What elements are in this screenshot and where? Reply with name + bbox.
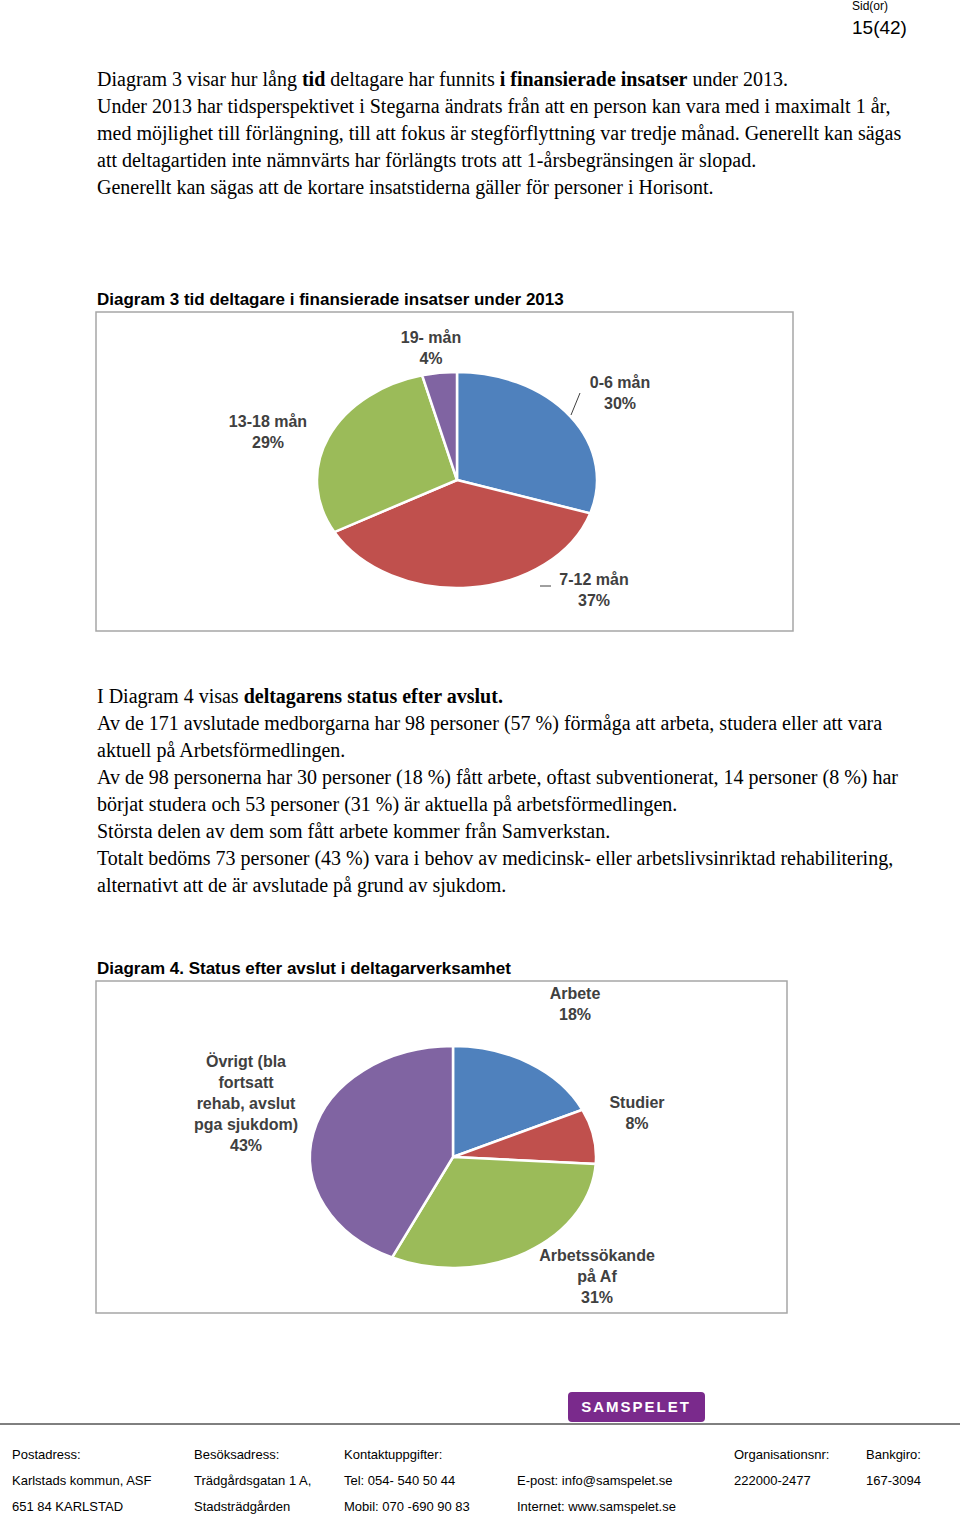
value-label: 37% xyxy=(578,592,610,609)
value-label: 18% xyxy=(559,1006,591,1023)
pie xyxy=(310,1046,596,1268)
text-run: I Diagram 4 visas xyxy=(97,685,244,707)
footer-text: 222000-2477 xyxy=(734,1473,811,1488)
paragraph: Av de 171 avslutade medborgarna har 98 p… xyxy=(97,710,912,764)
chart-title: Diagram 4. Status efter avslut i deltaga… xyxy=(97,959,511,979)
paragraph: Diagram 3 visar hur lång tid deltagare h… xyxy=(97,66,912,93)
pie-slice xyxy=(422,372,457,480)
text-run: Av de 98 personerna har 30 personer (18 … xyxy=(97,766,898,815)
category-label: 7-12 mån xyxy=(559,571,628,588)
footer-label: Kontaktuppgifter: xyxy=(344,1447,442,1462)
footer-text: E-post: info@samspelet.se xyxy=(517,1473,673,1488)
bold-run: deltagarens status efter avslut. xyxy=(244,685,503,707)
footer-text: Internet: www.samspelet.se xyxy=(517,1499,676,1514)
value-label: 31% xyxy=(581,1289,613,1306)
footer-label: Organisationsnr: xyxy=(734,1447,829,1462)
value-label: 30% xyxy=(604,395,636,412)
leader-line xyxy=(571,393,580,415)
leader-line xyxy=(540,586,551,587)
value-label: 43% xyxy=(230,1137,262,1154)
category-label: 19- mån xyxy=(401,329,461,346)
footer-label: Bankgiro: xyxy=(866,1447,921,1462)
text-block: Diagram 3 visar hur lång tid deltagare h… xyxy=(97,66,912,201)
pie xyxy=(317,372,597,588)
paragraph: Generellt kan sägas att de kortare insat… xyxy=(97,174,912,201)
footer-text: 651 84 KARLSTAD xyxy=(12,1499,123,1514)
paragraph: Under 2013 har tidsperspektivet i Stegar… xyxy=(97,93,912,174)
paragraph: Av de 98 personerna har 30 personer (18 … xyxy=(97,764,912,818)
pie-slice xyxy=(310,1046,453,1257)
logo-badge xyxy=(568,1392,705,1422)
paragraph: Största delen av dem som fått arbete kom… xyxy=(97,818,912,845)
footer-text: Karlstads kommun, ASF xyxy=(12,1473,151,1488)
footer-text: Stadsträdgården xyxy=(194,1499,290,1514)
charts-layer: 0-6 mån 30% 7-12 mån 37% 13-18 mån 29% 19- mån… xyxy=(0,0,960,1517)
category-label: pga sjukdom) xyxy=(194,1116,298,1133)
category-label: 0-6 mån xyxy=(590,374,650,391)
text-run: Största delen av dem som fått arbete kom… xyxy=(97,820,610,842)
text-run: Generellt kan sägas att de kortare insat… xyxy=(97,176,713,198)
text-run: Av de 171 avslutade medborgarna har 98 p… xyxy=(97,712,882,761)
value-label: 4% xyxy=(419,350,442,367)
text-block: I Diagram 4 visas deltagarens status eft… xyxy=(97,683,912,899)
footer-rule xyxy=(0,1424,960,1425)
text-run: Totalt bedöms 73 personer (43 %) vara i … xyxy=(97,847,893,896)
category-label: Arbete xyxy=(550,985,601,1002)
category-label: fortsatt xyxy=(218,1074,274,1091)
bold-run: tid xyxy=(302,68,325,90)
paragraph: I Diagram 4 visas deltagarens status eft… xyxy=(97,683,912,710)
page-number: 15(42) xyxy=(852,17,907,39)
bold-run: i finansierade insatser xyxy=(500,68,688,90)
footer-text: Mobil: 070 -690 90 83 xyxy=(344,1499,470,1514)
logo: SAMSPELET xyxy=(581,1398,691,1415)
category-label: Studier xyxy=(609,1094,664,1111)
footer-text: 167-3094 xyxy=(866,1473,921,1488)
text-run: Diagram 3 visar hur lång xyxy=(97,68,302,90)
category-label: rehab, avslut xyxy=(197,1095,296,1112)
footer-text: Tel: 054- 540 50 44 xyxy=(344,1473,455,1488)
pie-slice xyxy=(453,1110,596,1164)
category-label: 13-18 mån xyxy=(229,413,307,430)
chart-frame xyxy=(96,312,793,631)
text-run: Under 2013 har tidsperspektivet i Stegar… xyxy=(97,95,901,171)
chart-title: Diagram 3 tid deltagare i finansierade i… xyxy=(97,290,564,310)
chart-frame xyxy=(96,981,787,1313)
paragraph: Totalt bedöms 73 personer (43 %) vara i … xyxy=(97,845,912,899)
category-label: Övrigt (bla xyxy=(206,1052,286,1070)
category-label: på Af xyxy=(577,1268,617,1285)
pie-labels: 0-6 mån 30% 7-12 mån 37% 13-18 mån 29% 19- mån… xyxy=(229,329,650,609)
text-run: under 2013. xyxy=(687,68,788,90)
value-label: 8% xyxy=(625,1115,648,1132)
footer-label: Besöksadress: xyxy=(194,1447,279,1462)
pie-labels: Arbete 18% Studier 8% Arbetssökande på Af 31% Ö… xyxy=(194,985,665,1306)
category-label: Arbetssökande xyxy=(539,1247,655,1264)
footer-label: Postadress: xyxy=(12,1447,81,1462)
footer-text: Trädgårdsgatan 1 A, xyxy=(194,1473,311,1488)
value-label: 29% xyxy=(252,434,284,451)
page-label: Sid(or) xyxy=(852,0,888,13)
text-run: deltagare har funnits xyxy=(325,68,499,90)
